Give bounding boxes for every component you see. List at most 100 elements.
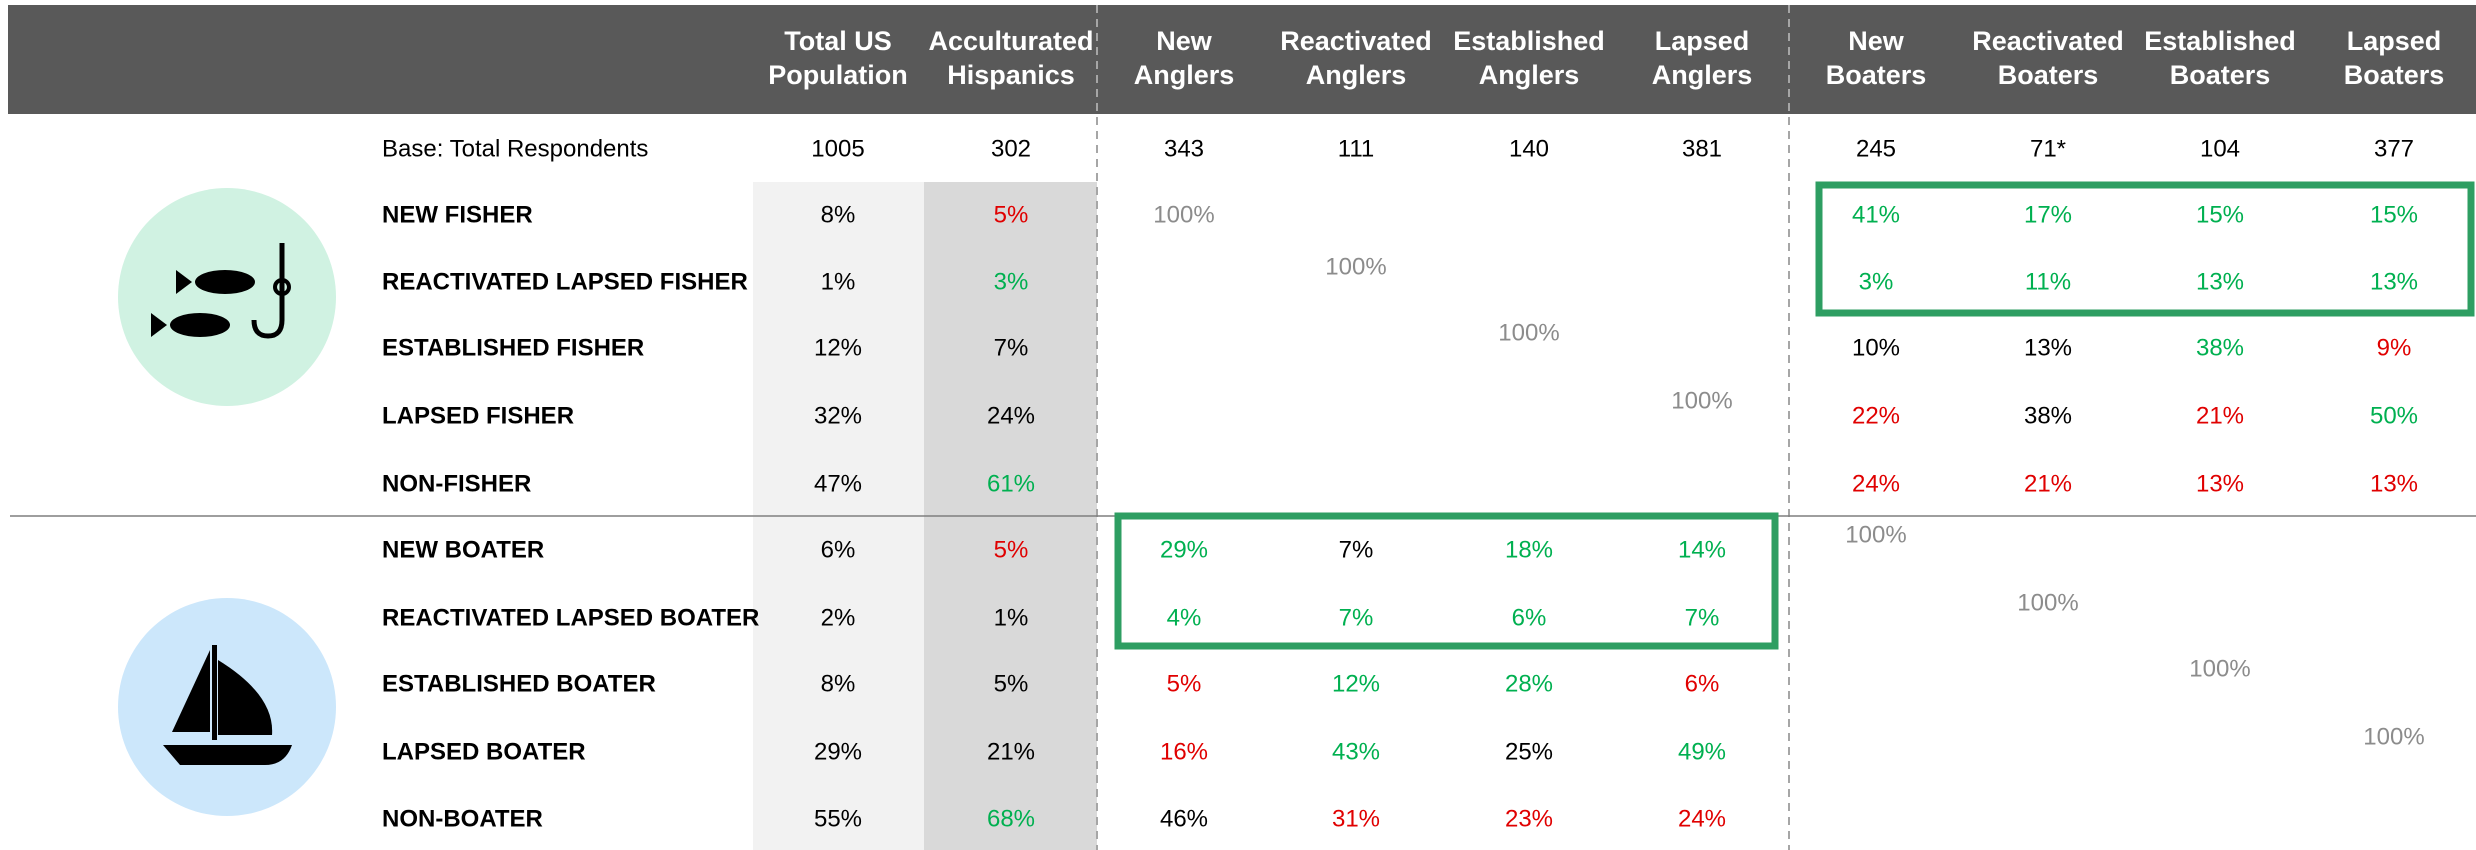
cell: 377 [2374, 135, 2414, 162]
column-header: Anglers [1134, 60, 1235, 90]
cell: 7% [1339, 604, 1374, 631]
row-label: NON-BOATER [382, 805, 543, 832]
cell: 16% [1160, 738, 1208, 765]
highlight-box [1815, 181, 2475, 317]
cell: 343 [1164, 135, 1204, 162]
cell: 23% [1505, 805, 1553, 832]
row-label: LAPSED FISHER [382, 402, 574, 429]
row-label: Base: Total Respondents [382, 135, 648, 162]
cell: 12% [814, 334, 862, 361]
column-header: New [1848, 26, 1905, 56]
cell: 46% [1160, 805, 1208, 832]
cell: 41% [1852, 201, 1900, 228]
cell: 100% [2189, 655, 2250, 682]
highlight-box [1114, 512, 1779, 650]
fish-icon [118, 188, 336, 406]
row-label: REACTIVATED LAPSED FISHER [382, 268, 748, 295]
cell: 4% [1167, 604, 1202, 631]
column-header: Boaters [1826, 60, 1927, 90]
column-header: Lapsed [2347, 26, 2442, 56]
cell: 15% [2196, 201, 2244, 228]
cell: 100% [1498, 319, 1559, 346]
cell: 55% [814, 805, 862, 832]
cell: 3% [994, 268, 1029, 295]
cell: 9% [2377, 334, 2412, 361]
cell: 245 [1856, 135, 1896, 162]
column-header: Boaters [2344, 60, 2445, 90]
cell: 13% [2370, 470, 2418, 497]
cell: 10% [1852, 334, 1900, 361]
cell: 5% [994, 670, 1029, 697]
cell: 5% [1167, 670, 1202, 697]
column-header: Established [2144, 26, 2296, 56]
row-label: ESTABLISHED BOATER [382, 670, 656, 697]
row-label: REACTIVATED LAPSED BOATER [382, 604, 759, 631]
cell: 71* [2030, 135, 2066, 162]
cell: 13% [2370, 268, 2418, 295]
cell: 5% [994, 201, 1029, 228]
cell: 1% [994, 604, 1029, 631]
column-header: Reactivated [1280, 26, 1432, 56]
cell: 13% [2024, 334, 2072, 361]
cell: 100% [2017, 589, 2078, 616]
row-label: LAPSED BOATER [382, 738, 586, 765]
cell: 29% [1160, 536, 1208, 563]
cell: 1% [821, 268, 856, 295]
cell: 11% [2025, 268, 2071, 295]
cell: 12% [1332, 670, 1380, 697]
cell: 302 [991, 135, 1031, 162]
cell: 32% [814, 402, 862, 429]
cell: 1005 [811, 135, 864, 162]
cell: 3% [1859, 268, 1894, 295]
cell: 17% [2024, 201, 2072, 228]
column-header: Total US [784, 26, 892, 56]
column-header: Established [1453, 26, 1605, 56]
column-header: Reactivated [1972, 26, 2124, 56]
cell: 7% [1339, 536, 1374, 563]
column-header: Anglers [1479, 60, 1580, 90]
cell: 100% [1845, 521, 1906, 548]
cell: 6% [1685, 670, 1720, 697]
cell: 6% [1512, 604, 1547, 631]
cell: 61% [987, 470, 1035, 497]
cell: 15% [2370, 201, 2418, 228]
cell: 47% [814, 470, 862, 497]
cell: 7% [994, 334, 1029, 361]
cell: 5% [994, 536, 1029, 563]
cell: 68% [987, 805, 1035, 832]
cell: 43% [1332, 738, 1380, 765]
cell: 21% [2024, 470, 2072, 497]
cell: 13% [2196, 268, 2244, 295]
row-label: NEW FISHER [382, 201, 533, 228]
column-header: Boaters [1998, 60, 2099, 90]
cell: 22% [1852, 402, 1900, 429]
column-header: Anglers [1306, 60, 1407, 90]
cell: 100% [1153, 201, 1214, 228]
cell: 21% [2196, 402, 2244, 429]
cell: 140 [1509, 135, 1549, 162]
column-header: Hispanics [947, 60, 1075, 90]
cell: 7% [1685, 604, 1720, 631]
cell: 29% [814, 738, 862, 765]
cell: 28% [1505, 670, 1553, 697]
cell: 31% [1332, 805, 1380, 832]
column-header: New [1156, 26, 1213, 56]
cell: 24% [1678, 805, 1726, 832]
cell: 100% [1671, 387, 1732, 414]
cell: 104 [2200, 135, 2240, 162]
column-header: Boaters [2170, 60, 2271, 90]
cell: 49% [1678, 738, 1726, 765]
column-header: Anglers [1652, 60, 1753, 90]
column-header: Population [768, 60, 907, 90]
cell: 38% [2024, 402, 2072, 429]
cell: 100% [2363, 723, 2424, 750]
cell: 50% [2370, 402, 2418, 429]
cell: 2% [821, 604, 856, 631]
cell: 24% [987, 402, 1035, 429]
cell: 25% [1505, 738, 1553, 765]
cell: 38% [2196, 334, 2244, 361]
cell: 100% [1325, 253, 1386, 280]
header-bar [8, 5, 2476, 114]
cell: 14% [1678, 536, 1726, 563]
